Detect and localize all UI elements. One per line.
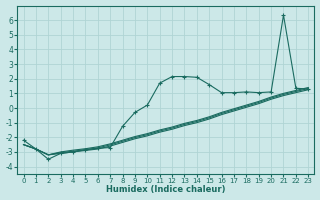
X-axis label: Humidex (Indice chaleur): Humidex (Indice chaleur) [106,185,226,194]
